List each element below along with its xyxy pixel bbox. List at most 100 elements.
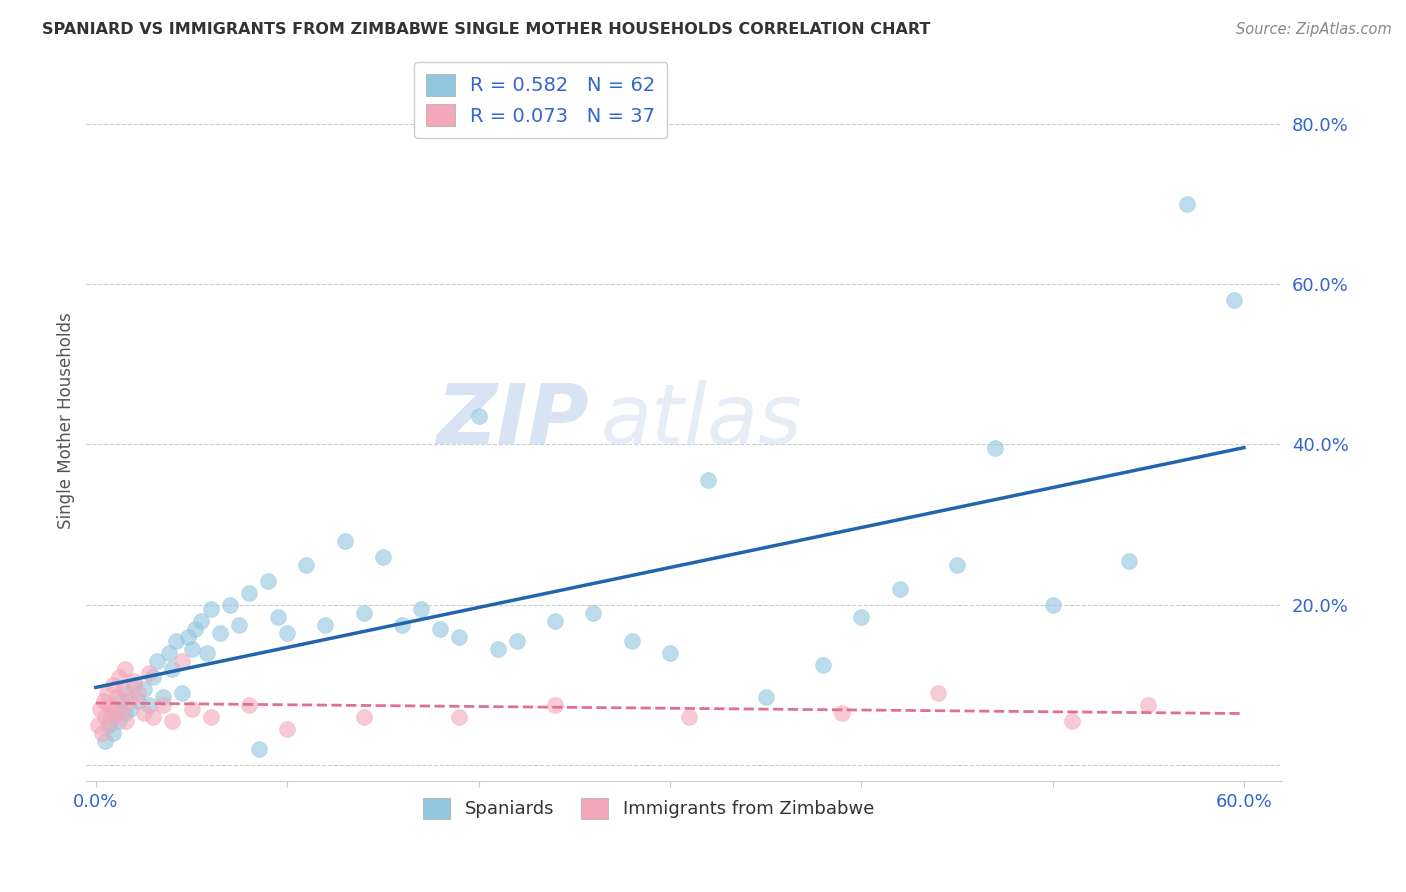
Point	[177, 630, 200, 644]
Point	[94, 710, 117, 724]
Point	[114, 706, 136, 720]
Point	[411, 601, 433, 615]
Point	[104, 706, 127, 720]
Point	[157, 646, 180, 660]
Point	[811, 657, 834, 672]
Point	[391, 617, 413, 632]
Point	[449, 710, 471, 724]
Point	[100, 710, 122, 724]
Point	[238, 698, 260, 712]
Point	[658, 646, 681, 660]
Point	[152, 690, 174, 704]
Point	[122, 673, 145, 688]
Point	[1118, 553, 1140, 567]
Point	[333, 533, 356, 548]
Point	[620, 633, 643, 648]
Point	[162, 714, 184, 728]
Point	[132, 706, 155, 720]
Point	[371, 549, 394, 564]
Point	[449, 630, 471, 644]
Point	[1042, 598, 1064, 612]
Point	[190, 614, 212, 628]
Point	[98, 718, 121, 732]
Point	[114, 662, 136, 676]
Point	[96, 686, 118, 700]
Y-axis label: Single Mother Households: Single Mother Households	[58, 312, 75, 529]
Point	[1175, 197, 1198, 211]
Point	[927, 686, 949, 700]
Point	[138, 665, 160, 680]
Point	[94, 734, 117, 748]
Point	[170, 654, 193, 668]
Point	[122, 678, 145, 692]
Point	[544, 614, 567, 628]
Point	[142, 710, 165, 724]
Point	[89, 702, 111, 716]
Point	[138, 698, 160, 712]
Point	[946, 558, 969, 572]
Point	[1060, 714, 1083, 728]
Point	[165, 633, 187, 648]
Point	[170, 686, 193, 700]
Point	[228, 617, 250, 632]
Point	[87, 718, 110, 732]
Point	[152, 698, 174, 712]
Point	[180, 641, 202, 656]
Point	[544, 698, 567, 712]
Point	[104, 702, 127, 716]
Point	[1137, 698, 1160, 712]
Point	[146, 654, 169, 668]
Point	[467, 409, 489, 424]
Point	[100, 714, 122, 728]
Point	[105, 690, 128, 704]
Point	[486, 641, 509, 656]
Point	[257, 574, 280, 588]
Text: SPANIARD VS IMMIGRANTS FROM ZIMBABWE SINGLE MOTHER HOUSEHOLDS CORRELATION CHART: SPANIARD VS IMMIGRANTS FROM ZIMBABWE SIN…	[42, 22, 931, 37]
Point	[115, 686, 138, 700]
Point	[276, 722, 298, 736]
Point	[162, 662, 184, 676]
Point	[120, 702, 142, 716]
Point	[184, 622, 207, 636]
Point	[506, 633, 529, 648]
Point	[582, 606, 605, 620]
Point	[831, 706, 853, 720]
Point	[101, 678, 124, 692]
Point	[209, 625, 232, 640]
Point	[115, 714, 138, 728]
Point	[218, 598, 240, 612]
Point	[108, 714, 131, 728]
Point	[127, 694, 149, 708]
Point	[90, 726, 112, 740]
Point	[110, 702, 132, 716]
Point	[111, 681, 134, 696]
Point	[200, 601, 222, 615]
Legend: Spaniards, Immigrants from Zimbabwe: Spaniards, Immigrants from Zimbabwe	[416, 791, 882, 826]
Text: ZIP: ZIP	[436, 380, 589, 461]
Text: Source: ZipAtlas.com: Source: ZipAtlas.com	[1236, 22, 1392, 37]
Point	[132, 681, 155, 696]
Point	[101, 726, 124, 740]
Point	[200, 710, 222, 724]
Point	[127, 686, 149, 700]
Point	[276, 625, 298, 640]
Point	[314, 617, 336, 632]
Point	[295, 558, 318, 572]
Point	[353, 710, 375, 724]
Point	[429, 622, 451, 636]
Text: atlas: atlas	[600, 380, 803, 461]
Point	[142, 670, 165, 684]
Point	[755, 690, 778, 704]
Point	[984, 442, 1007, 456]
Point	[110, 694, 132, 708]
Point	[195, 646, 218, 660]
Point	[93, 694, 115, 708]
Point	[266, 609, 288, 624]
Point	[697, 474, 720, 488]
Point	[238, 585, 260, 599]
Point	[108, 670, 131, 684]
Point	[353, 606, 375, 620]
Point	[247, 742, 270, 756]
Point	[851, 609, 873, 624]
Point	[889, 582, 911, 596]
